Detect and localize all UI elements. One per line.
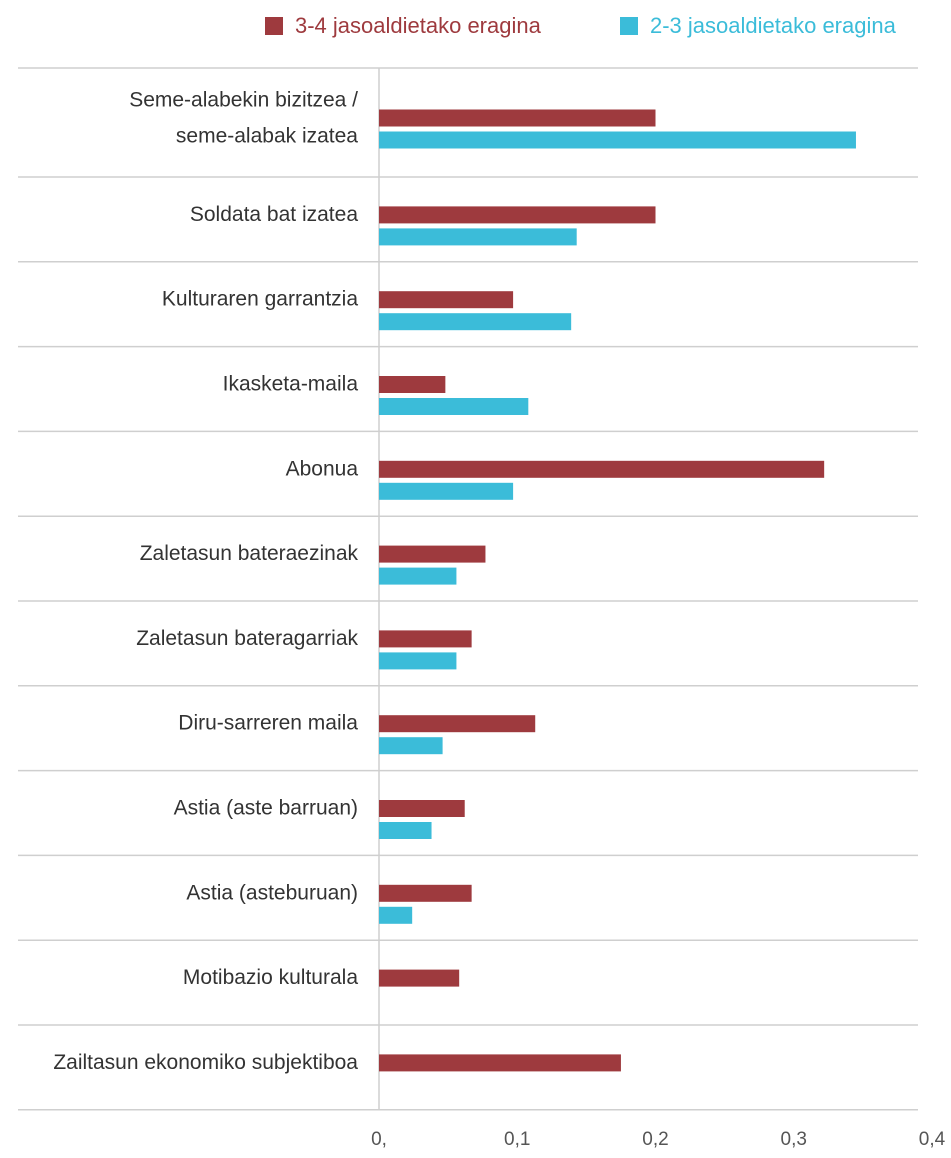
y-tick-label: Ikasketa-maila [223, 373, 359, 396]
bar [379, 906, 413, 924]
legend-swatch [265, 17, 283, 35]
y-tick-label: Zailtasun ekonomiko subjektiboa [53, 1051, 358, 1074]
y-tick-label: Zaletasun bateragarriak [136, 627, 358, 650]
x-tick-label: 0, [371, 1129, 387, 1150]
x-tick-label: 0,1 [504, 1129, 530, 1150]
legend-swatch [620, 17, 638, 35]
bar [379, 376, 446, 393]
bar [379, 109, 656, 127]
y-tick-label: Astia (aste barruan) [174, 797, 358, 820]
bar [379, 545, 486, 563]
x-tick-label: 0,3 [781, 1129, 807, 1150]
bar [379, 291, 514, 309]
bar [379, 206, 656, 224]
legend-label: 2-3 jasoaldietako eragina [650, 13, 897, 38]
bar [379, 630, 472, 648]
bar [379, 822, 432, 839]
bar [379, 652, 457, 670]
bar [379, 969, 460, 987]
bar [379, 715, 536, 733]
bar [379, 131, 856, 149]
bar [379, 737, 443, 755]
y-tick-label: Zaletasun bateraezinak [140, 542, 359, 565]
bar [379, 313, 572, 331]
x-tick-label: 0,4 [919, 1129, 946, 1150]
y-tick-label: Astia (asteburuan) [186, 881, 358, 904]
y-tick-label: Seme-alabekin bizitzea / seme-alabak izat… [129, 88, 358, 147]
bar [379, 460, 825, 478]
y-tick-label-line: Seme-alabekin bizitzea / [129, 88, 358, 111]
bar [379, 482, 514, 500]
y-tick-label: Diru-sarreren maila [178, 712, 358, 735]
bar [379, 398, 529, 415]
y-tick-label-line: seme-alabak izatea [176, 124, 358, 147]
y-tick-label: Motibazio kulturala [183, 966, 358, 989]
bar [379, 228, 577, 246]
y-tick-label: Abonua [286, 457, 359, 480]
y-tick-label: Soldata bat izatea [190, 203, 358, 226]
x-tick-label: 0,2 [642, 1129, 668, 1150]
bar [379, 800, 465, 817]
bar [379, 567, 457, 585]
y-tick-label: Kulturaren garrantzia [162, 288, 358, 311]
legend-label: 3-4 jasoaldietako eragina [295, 13, 542, 38]
bar [379, 884, 472, 902]
bar [379, 1054, 621, 1072]
